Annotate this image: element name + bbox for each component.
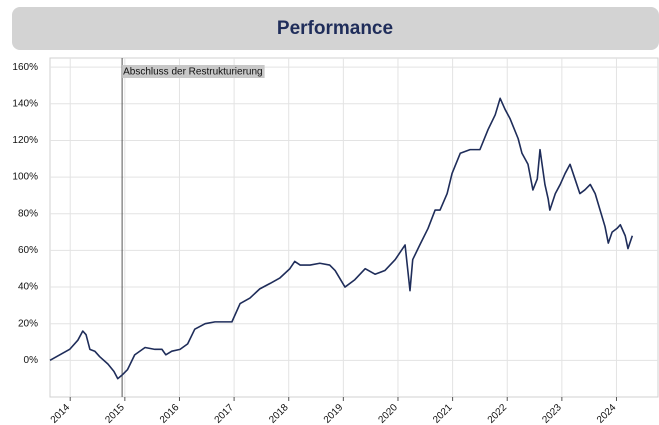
y-tick-label: 40%: [18, 282, 38, 293]
line-series: [49, 97, 634, 380]
x-tick-label: 2014: [49, 402, 73, 425]
annotation-background: [122, 65, 265, 78]
x-tick-label: 2015: [103, 402, 127, 425]
x-tick-label: 2017: [213, 402, 237, 425]
chart-title: Performance: [277, 18, 393, 39]
y-tick-label: 20%: [18, 318, 38, 329]
x-tick-label: 2016: [158, 402, 182, 425]
y-tick-label: 80%: [18, 208, 38, 219]
y-tick-label: 140%: [12, 98, 38, 109]
header-bar: [12, 7, 659, 50]
x-tick-label: 2022: [486, 402, 510, 425]
x-tick-label: 2023: [540, 402, 564, 425]
y-tick-label: 0%: [24, 355, 39, 366]
y-tick-label: 60%: [18, 245, 38, 256]
x-tick-label: 2024: [595, 402, 619, 425]
x-tick-label: 2021: [431, 402, 455, 425]
x-tick-label: 2019: [322, 402, 346, 425]
x-tick-label: 2018: [267, 402, 291, 425]
x-tick-label: 2020: [376, 402, 400, 425]
y-tick-label: 120%: [12, 135, 38, 146]
annotation-text: Abschluss der Restrukturierung: [123, 67, 263, 78]
y-tick-label: 160%: [12, 62, 38, 73]
plot-area: [49, 57, 659, 398]
y-tick-label: 100%: [12, 172, 38, 183]
